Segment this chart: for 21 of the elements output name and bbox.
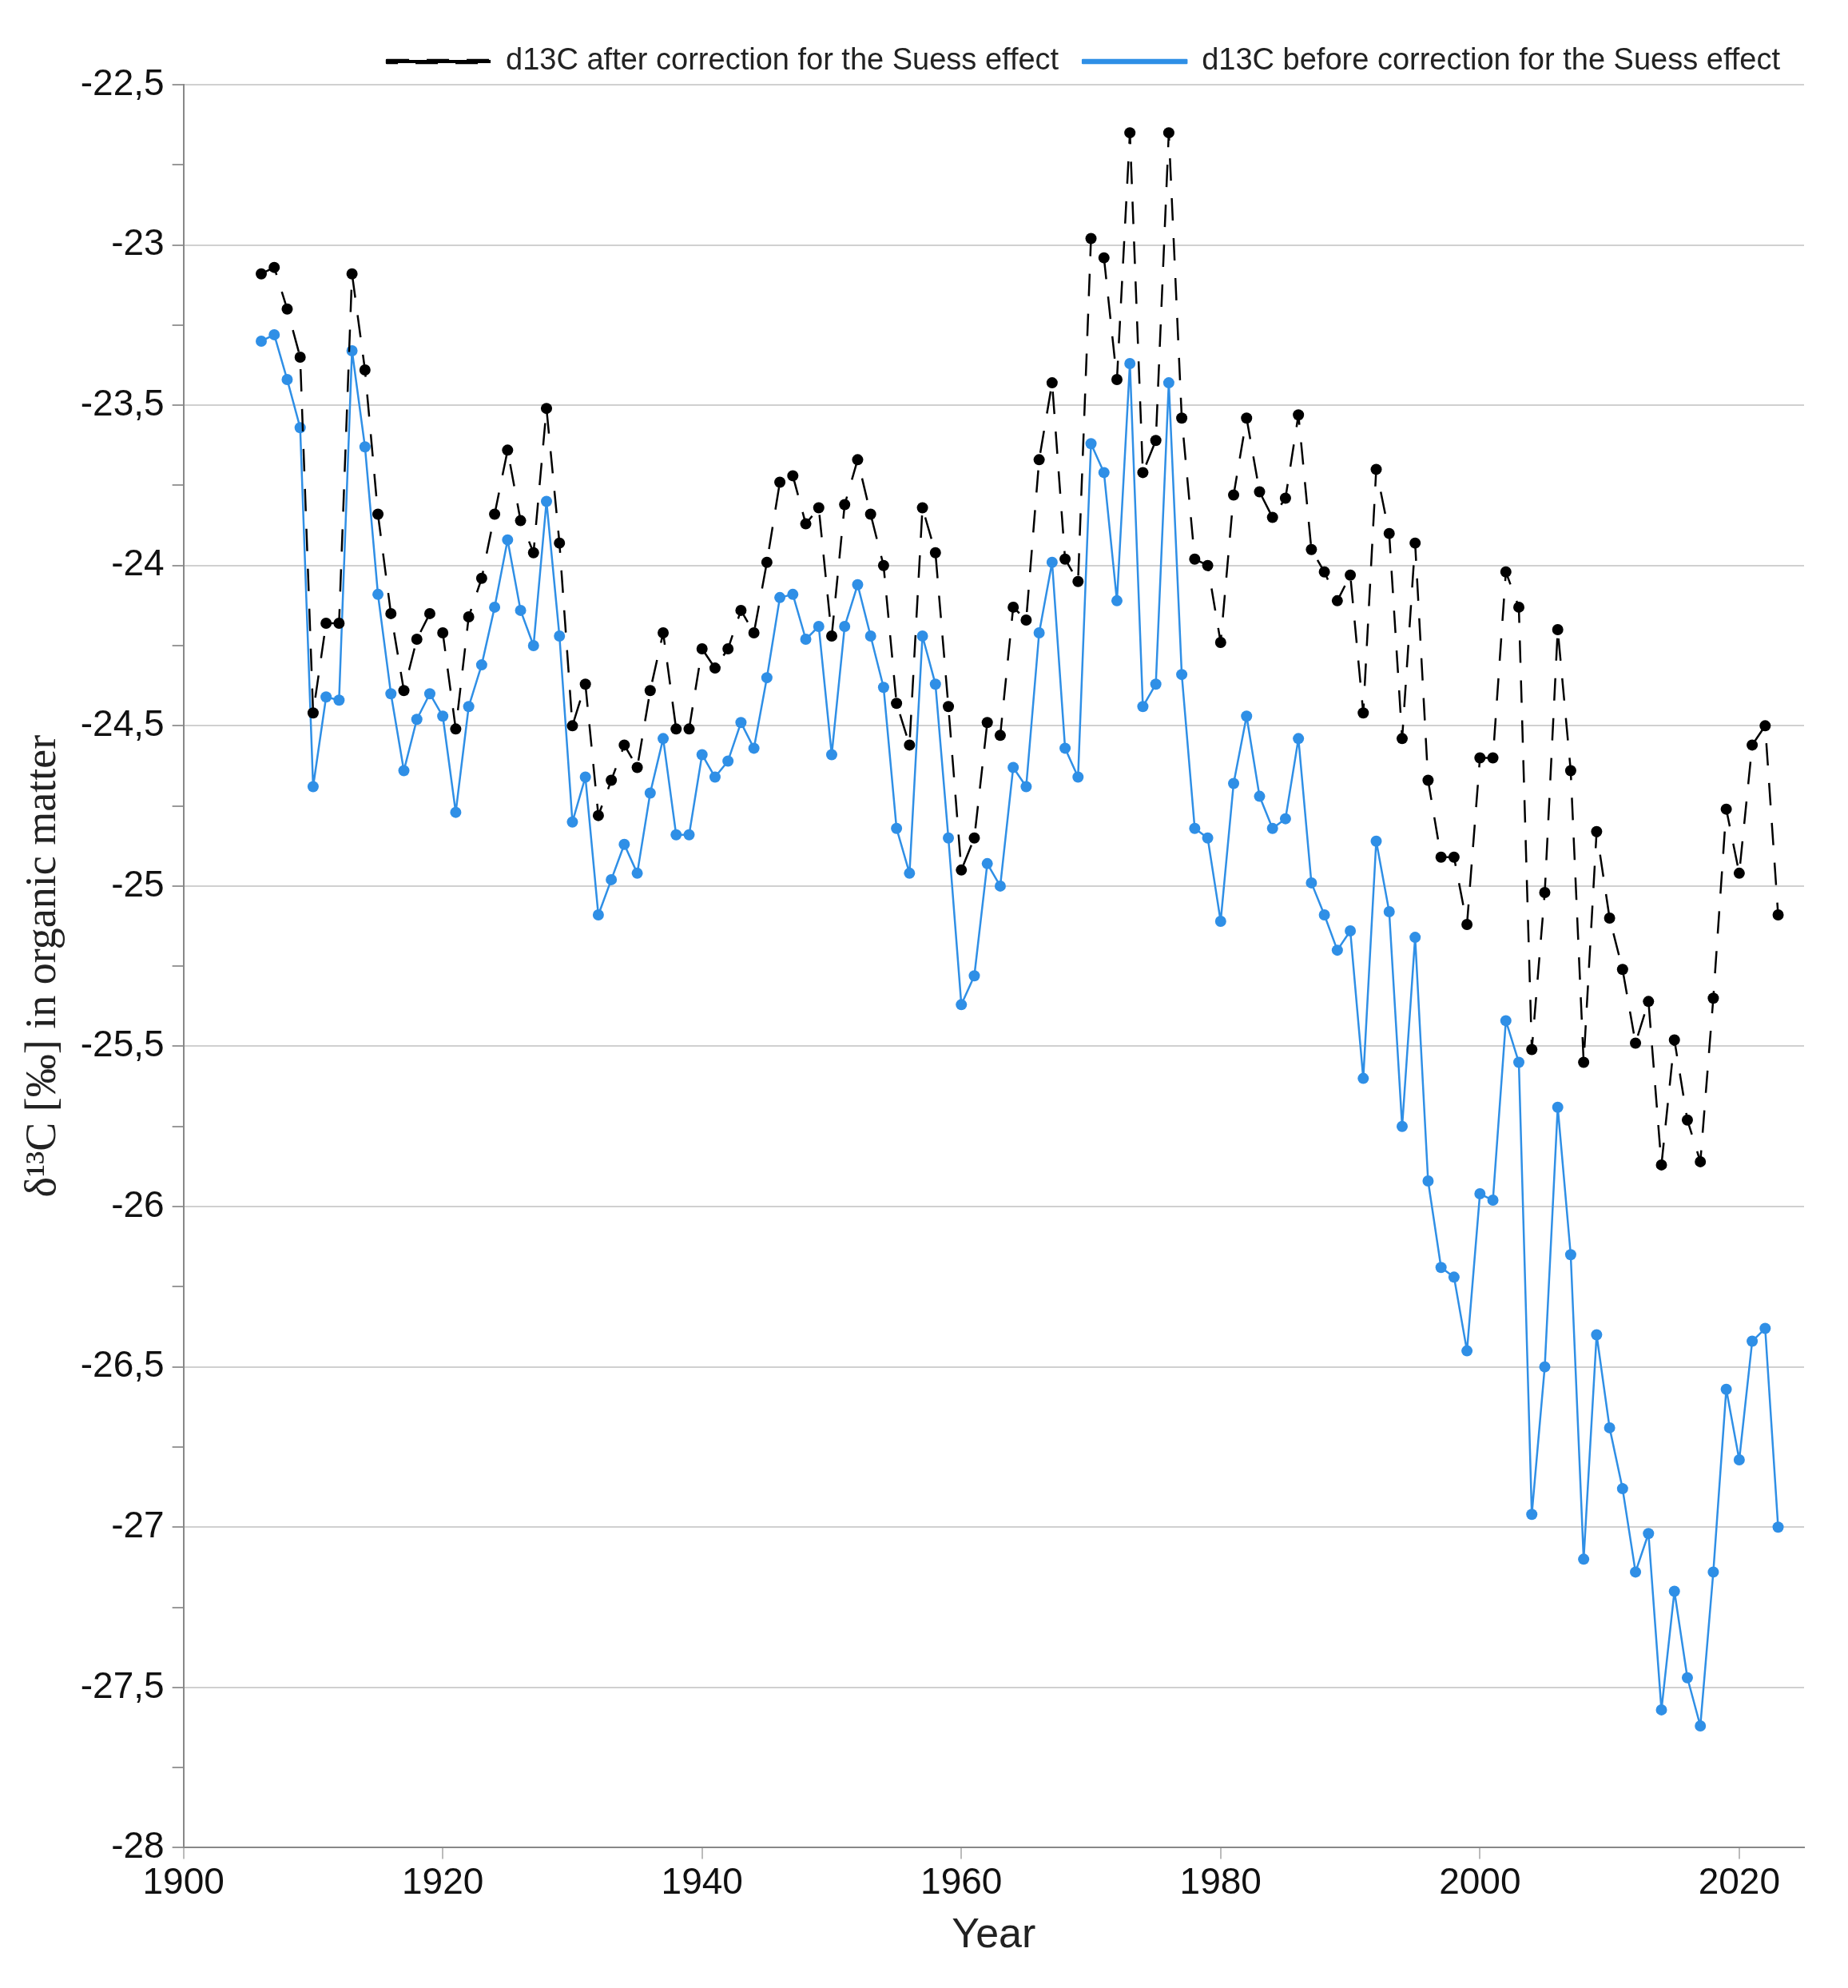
legend-label: d13C before correction for the Suess effect [1202, 42, 1781, 77]
x-tick-label: 1980 [1179, 1859, 1262, 1902]
x-tick-label: 2020 [1698, 1859, 1781, 1902]
y-tick-label: -25,5 [80, 1023, 165, 1065]
y-axis-title: δ¹³C [‰] in organic matter [16, 734, 65, 1198]
y-tick-label: -26 [111, 1183, 165, 1225]
x-axis-title: Year [952, 1910, 1036, 1957]
x-tick-label: 1920 [402, 1859, 484, 1902]
x-tick-label: 2000 [1439, 1859, 1521, 1902]
x-tick-label: 1960 [920, 1859, 1003, 1902]
x-tick-label: 1940 [661, 1859, 743, 1902]
y-tick-label: -27,5 [80, 1664, 165, 1706]
y-tick-label: -26,5 [80, 1343, 165, 1386]
legend-label: d13C after correction for the Suess effect [506, 42, 1059, 77]
y-tick-label: -25 [111, 862, 165, 905]
y-tick-label: -23,5 [80, 381, 165, 423]
y-tick-label: -23 [111, 221, 165, 264]
y-tick-label: -27 [111, 1503, 165, 1545]
y-tick-label: -24 [111, 542, 165, 584]
y-tick-label: -24,5 [80, 702, 165, 745]
y-tick-label: -22,5 [80, 61, 165, 103]
